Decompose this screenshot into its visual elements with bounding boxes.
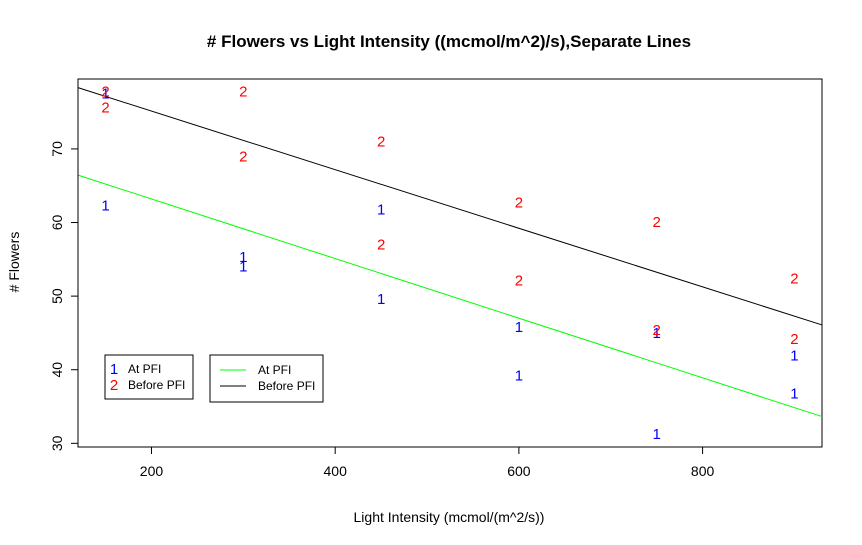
legend-markers-box xyxy=(104,354,194,400)
point-s2-4: 2 xyxy=(239,148,247,165)
legend-marker-label-2: Before PFI xyxy=(128,378,185,392)
point-s2-8: 2 xyxy=(515,273,523,290)
y-tick-label: 70 xyxy=(49,141,65,157)
x-tick-label: 200 xyxy=(140,463,164,479)
legend-markers: 1 At PFI 2 Before PFI xyxy=(104,354,194,400)
point-s2-7: 2 xyxy=(515,195,523,212)
legend-marker-1: 1 xyxy=(110,361,118,378)
y-tick-label: 40 xyxy=(49,362,65,378)
point-s1-10: 1 xyxy=(652,426,660,443)
legend-line-label-1: At PFI xyxy=(258,363,291,377)
point-s2-12: 2 xyxy=(790,331,798,348)
fit-line-2 xyxy=(77,87,823,326)
point-s1-3: 1 xyxy=(239,249,247,266)
point-s1-2: 1 xyxy=(101,198,109,215)
point-s1-11: 1 xyxy=(790,348,798,365)
point-s1-6: 1 xyxy=(377,291,385,308)
y-tick-label: 50 xyxy=(49,288,65,304)
y-tick-label: 30 xyxy=(49,435,65,451)
point-s1-8: 1 xyxy=(515,368,523,385)
point-s2-11: 2 xyxy=(790,270,798,287)
point-s2-5: 2 xyxy=(377,134,385,151)
y-axis-label: # Flowers xyxy=(6,232,22,293)
legend-lines-box xyxy=(209,354,324,403)
point-s1-7: 1 xyxy=(515,319,523,336)
x-tick-label: 600 xyxy=(507,463,531,479)
point-s2-9: 2 xyxy=(652,214,660,231)
x-axis: 200 400 600 800 xyxy=(140,446,715,479)
fit-lines xyxy=(77,87,823,418)
point-s2-1: 2 xyxy=(101,84,109,101)
point-s2-6: 2 xyxy=(377,237,385,254)
point-s1-1: 1 xyxy=(101,86,109,103)
legend-marker-2: 2 xyxy=(110,377,118,394)
point-s2-3: 2 xyxy=(239,84,247,101)
y-tick-label: 60 xyxy=(49,215,65,231)
point-s2-10: 2 xyxy=(652,322,660,339)
legend-marker-label-1: At PFI xyxy=(128,362,161,376)
x-axis-label: Light Intensity (mcmol/(m^2/s)) xyxy=(354,509,545,525)
fit-line-1 xyxy=(77,174,823,418)
y-axis: 30 40 50 60 70 xyxy=(49,141,79,451)
point-s1-12: 1 xyxy=(790,385,798,402)
chart-title: # Flowers vs Light Intensity ((mcmol/m^2… xyxy=(207,32,691,51)
legend-lines: At PFI Before PFI xyxy=(209,354,324,403)
point-s1-5: 1 xyxy=(377,201,385,218)
point-s1-4: 1 xyxy=(239,259,247,276)
x-tick-label: 400 xyxy=(324,463,348,479)
x-tick-label: 800 xyxy=(691,463,715,479)
legend-line-label-2: Before PFI xyxy=(258,379,315,393)
point-s1-9: 1 xyxy=(652,325,660,342)
point-s2-2: 2 xyxy=(101,100,109,117)
